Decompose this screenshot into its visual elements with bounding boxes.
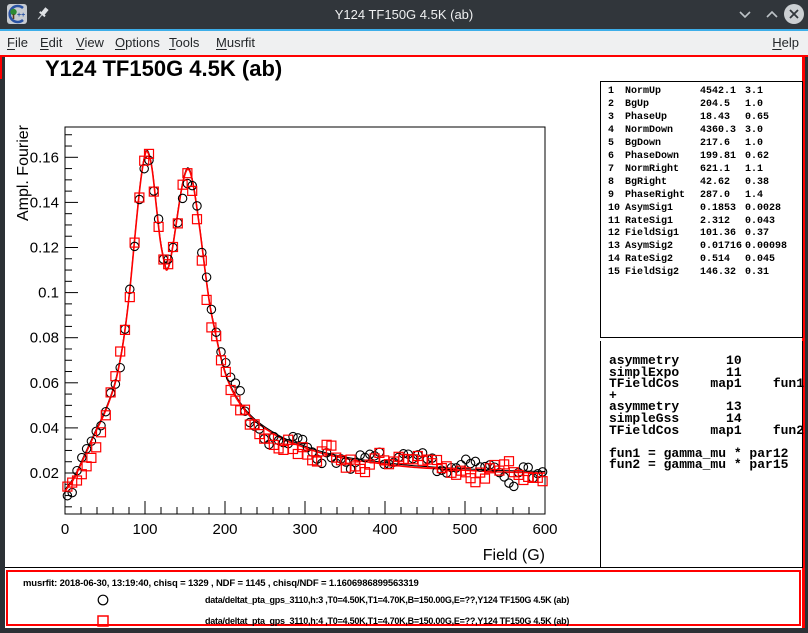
param-row-NormDown: 4 NormDown 4360.3 3.0	[608, 124, 764, 136]
svg-text:0.04: 0.04	[30, 420, 59, 437]
titlebar: ++ Y124 TF150G 4.5K (ab)	[0, 0, 808, 29]
theory-box: asymmetry 10 simplExpo 11 TFieldCos map1…	[600, 341, 805, 568]
param-row-FieldSig1: 12 FieldSig1 101.36 0.37	[608, 228, 770, 240]
close-button[interactable]	[783, 3, 805, 25]
menu-edit[interactable]: Edit	[40, 35, 63, 50]
menu-tools[interactable]: Tools	[169, 35, 200, 50]
param-row-AsymSig2: 13 AsymSig2 0.01716 0.00098	[608, 241, 788, 253]
pin-icon[interactable]	[35, 4, 50, 24]
svg-text:0.16: 0.16	[30, 149, 59, 166]
app-icon: ++	[7, 4, 27, 24]
param-row-NormUp: 1 NormUp 4542.1 3.1	[608, 86, 764, 97]
param-row-BgDown: 5 BgDown 217.6 1.0	[608, 137, 764, 149]
legend-row-1: data/deltat_pta_gps_3110,h:3 ,T0=4.50K,T…	[5, 594, 802, 606]
x-axis-title: Field (G)	[483, 547, 545, 564]
param-row-BgRight: 8 BgRight 42.62 0.38	[608, 176, 770, 188]
circle-marker-icon	[97, 594, 109, 606]
y-axis-title: Ampl. Fourier	[15, 124, 32, 221]
menu-view[interactable]: View	[76, 35, 104, 50]
menu-musrfit[interactable]: Musrfit	[216, 35, 256, 50]
plot-title: Y124 TF150G 4.5K (ab)	[45, 56, 283, 81]
maximize-button[interactable]	[764, 4, 780, 24]
param-row-AsymSig1: 10 AsymSig1 0.1853 0.0028	[608, 202, 782, 214]
info-pad-highlight	[6, 570, 801, 626]
param-row-PhaseRight: 9 PhaseRight 287.0 1.4	[608, 189, 764, 201]
svg-text:0.12: 0.12	[30, 240, 59, 257]
svg-text:200: 200	[212, 521, 237, 538]
menu-options[interactable]: Options	[115, 35, 160, 50]
svg-text:0.08: 0.08	[30, 330, 59, 347]
svg-text:400: 400	[372, 521, 397, 538]
menu-help[interactable]: Help	[772, 35, 799, 50]
theory-text: asymmetry 10 simplExpo 11 TFieldCos map1…	[609, 353, 805, 473]
square-marker-icon	[97, 615, 109, 627]
param-row-RateSig1: 11 RateSig1 2.312 0.043	[608, 215, 776, 227]
info-pad: musrfit: 2018-06-30, 13:19:40, chisq = 1…	[5, 567, 802, 628]
svg-text:100: 100	[132, 521, 157, 538]
window-title: Y124 TF150G 4.5K (ab)	[334, 7, 474, 22]
legend-label-1: data/deltat_pta_gps_3110,h:3 ,T0=4.50K,T…	[205, 595, 570, 605]
param-row-PhaseDown: 6 PhaseDown 199.81 0.62	[608, 150, 770, 162]
param-row-BgUp: 2 BgUp 204.5 1.0	[608, 98, 764, 110]
param-row-PhaseUp: 3 PhaseUp 18.43 0.65	[608, 111, 770, 123]
svg-text:0.02: 0.02	[30, 465, 59, 482]
param-row-FieldSig2: 15 FieldSig2 146.32 0.31	[608, 267, 770, 279]
titlebar-accent-line	[0, 29, 808, 31]
canvas-highlight-right	[802, 57, 805, 628]
svg-text:300: 300	[292, 521, 317, 538]
svg-text:500: 500	[452, 521, 477, 538]
svg-text:0: 0	[61, 521, 69, 538]
param-row-RateSig2: 14 RateSig2 0.514 0.045	[608, 254, 776, 266]
svg-text:600: 600	[532, 521, 557, 538]
svg-text:++: ++	[17, 12, 25, 19]
svg-text:0.14: 0.14	[30, 194, 59, 211]
menubar: File Edit View Options Tools Musrfit Help	[0, 31, 808, 55]
legend-row-2: data/deltat_pta_gps_3110,h:4 ,T0=4.50K,T…	[5, 615, 802, 627]
fit-line-black	[64, 149, 546, 490]
fit-info-line: musrfit: 2018-06-30, 13:19:40, chisq = 1…	[23, 578, 419, 589]
svg-text:0.1: 0.1	[38, 285, 59, 302]
canvas-highlight-top	[0, 55, 808, 57]
param-row-NormRight: 7 NormRight 621.1 1.1	[608, 163, 764, 175]
menu-file[interactable]: File	[7, 35, 28, 50]
canvas-highlight-left-notch	[0, 57, 2, 79]
svg-text:0.06: 0.06	[30, 375, 59, 392]
legend-label-2: data/deltat_pta_gps_3110,h:4 ,T0=4.50K,T…	[205, 616, 570, 626]
minimize-button[interactable]	[737, 4, 753, 24]
parameter-table: 1 NormUp 4542.1 3.1 2 BgUp 204.5 1.0 3 PhaseUp 18.…	[600, 81, 803, 338]
